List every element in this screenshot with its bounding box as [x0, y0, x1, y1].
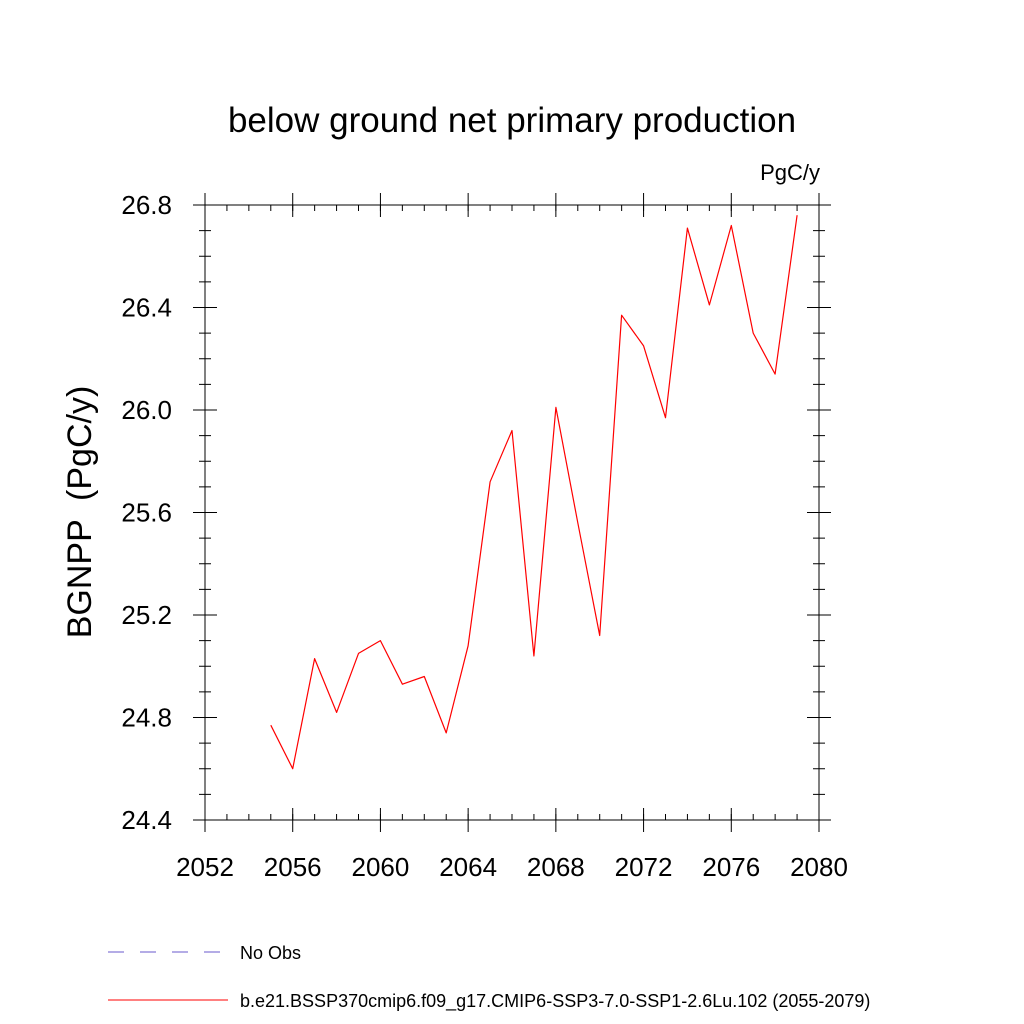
- y-tick-label: 25.6: [121, 498, 172, 528]
- x-tick-label: 2056: [264, 852, 322, 882]
- chart-title: below ground net primary production: [228, 101, 796, 140]
- y-tick-label: 24.8: [121, 703, 172, 733]
- axis-ticks: 2052 2056 2060 2064 2068 2072 2076 2080 24.4 24.8…: [121, 190, 848, 882]
- legend-label-0: No Obs: [240, 943, 301, 963]
- legend: No Obs b.e21.BSSP370cmip6.f09_g17.CMIP6-S…: [108, 943, 870, 1012]
- y-tick-label: 26.4: [121, 293, 172, 323]
- y-tick-label: 26.0: [121, 395, 172, 425]
- x-tick-label: 2064: [439, 852, 497, 882]
- x-tick-label: 2076: [702, 852, 760, 882]
- series-layer: [270, 215, 798, 770]
- legend-label-1: b.e21.BSSP370cmip6.f09_g17.CMIP6-SSP3-7.…: [240, 991, 870, 1012]
- x-tick-label: 2060: [352, 852, 410, 882]
- x-tick-label: 2068: [527, 852, 585, 882]
- unit-label: PgC/y: [760, 160, 820, 185]
- y-tick-label: 24.4: [121, 805, 172, 835]
- x-tick-label: 2072: [615, 852, 673, 882]
- x-tick-label: 2052: [176, 852, 234, 882]
- y-tick-label: 25.2: [121, 600, 172, 630]
- plot-frame: [204, 204, 820, 821]
- y-axis-label: BGNPP (PgC/y): [61, 386, 99, 639]
- x-tick-label: 2080: [790, 852, 848, 882]
- series-line-0: [270, 215, 798, 770]
- y-tick-label: 26.8: [121, 190, 172, 220]
